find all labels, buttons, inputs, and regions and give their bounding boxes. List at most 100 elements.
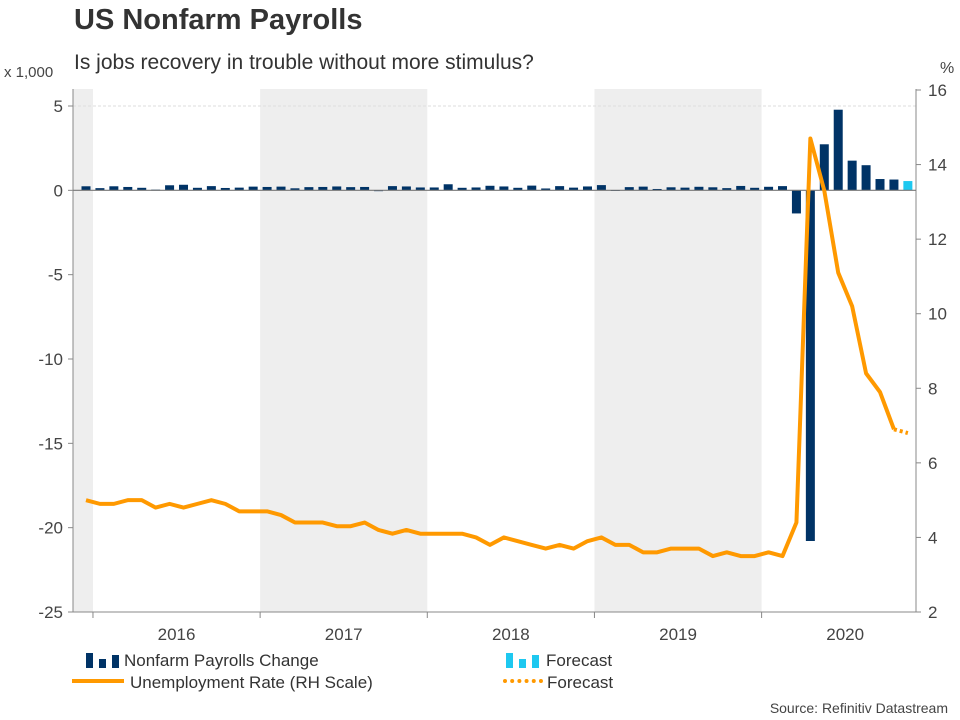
- legend-label: Nonfarm Payrolls Change: [124, 651, 319, 670]
- payroll-bar: [680, 187, 690, 191]
- payroll-bar: [652, 188, 662, 191]
- payroll-bar: [694, 186, 704, 191]
- payroll-bar: [137, 187, 147, 191]
- payroll-bar: [290, 188, 300, 191]
- chart-title: US Nonfarm Payrolls: [74, 4, 363, 36]
- forecast-bar: [903, 181, 913, 191]
- x-tick-label: 2019: [659, 625, 697, 644]
- payroll-bar: [220, 187, 230, 191]
- payroll-bar: [638, 186, 648, 191]
- shaded-band-2017: [260, 89, 428, 612]
- payroll-bar: [123, 186, 133, 191]
- payroll-bar: [346, 187, 356, 191]
- left-tick-label: -10: [38, 350, 63, 369]
- right-tick-label: 10: [928, 305, 947, 324]
- payroll-bar: [555, 186, 565, 191]
- shaded-band-2015: [73, 89, 93, 612]
- left-tick-label: -25: [38, 603, 63, 622]
- right-axis-unit: %: [940, 60, 955, 77]
- right-tick-label: 8: [928, 379, 937, 398]
- left-tick-label: -15: [38, 434, 63, 453]
- x-tick-label: 2018: [492, 625, 530, 644]
- left-tick-label: -5: [48, 266, 63, 285]
- payroll-bar: [764, 186, 774, 191]
- right-tick-label: 12: [928, 230, 947, 249]
- payroll-bar: [81, 186, 91, 191]
- left-tick-label: 5: [54, 97, 63, 116]
- line-legend-icon: [72, 679, 124, 683]
- right-tick-label: 14: [928, 156, 947, 175]
- legend-label: Unemployment Rate (RH Scale): [130, 673, 373, 692]
- payroll-bar: [485, 185, 495, 191]
- payroll-bar: [248, 186, 258, 191]
- payroll-bar: [847, 160, 857, 191]
- payroll-bar: [527, 185, 537, 191]
- legend-unemployment-forecast: Forecast: [503, 673, 613, 693]
- payroll-bar: [332, 186, 342, 191]
- shaded-band-2019: [594, 89, 762, 612]
- payroll-bar: [401, 186, 411, 191]
- left-axis-unit: x 1,000: [4, 64, 54, 81]
- payroll-bar: [819, 144, 829, 191]
- payroll-bar: [805, 190, 815, 541]
- payroll-bar: [736, 185, 746, 191]
- right-tick-label: 16: [928, 81, 947, 100]
- legend-payrolls-forecast: Forecast: [506, 651, 612, 671]
- right-tick-label: 2: [928, 603, 937, 622]
- payroll-bar: [666, 187, 676, 191]
- bar-legend-icon: [86, 652, 124, 668]
- payroll-bar: [415, 187, 425, 191]
- legend-label: Forecast: [547, 673, 614, 692]
- payroll-bar: [276, 186, 286, 191]
- payroll-bar: [457, 187, 467, 191]
- payroll-bar: [499, 186, 509, 191]
- payroll-bar: [596, 185, 606, 191]
- payroll-bar: [206, 186, 216, 191]
- payroll-bar: [722, 188, 732, 191]
- legend-label: Forecast: [546, 651, 613, 670]
- x-tick-label: 2017: [325, 625, 363, 644]
- payroll-bar: [360, 186, 370, 191]
- unemployment-forecast-line: [893, 427, 909, 435]
- left-tick-label: 0: [54, 181, 63, 200]
- source-note: Source: Refinitiv Datastream: [769, 700, 948, 716]
- payroll-bar: [861, 165, 871, 191]
- payroll-bar: [833, 109, 843, 191]
- payroll-bar: [234, 187, 244, 191]
- payroll-bar: [875, 179, 885, 191]
- x-tick-label: 2020: [826, 625, 864, 644]
- payroll-bar: [318, 186, 328, 191]
- payroll-bar: [778, 186, 787, 191]
- payroll-bar: [569, 187, 579, 191]
- payroll-bar: [443, 184, 453, 191]
- payroll-bar: [791, 190, 801, 214]
- payroll-bar: [471, 187, 481, 191]
- payroll-bar: [387, 186, 397, 191]
- payroll-bar: [109, 186, 119, 191]
- payroll-bar: [708, 187, 718, 191]
- payroll-bar: [541, 188, 551, 191]
- chart-subtitle: Is jobs recovery in trouble without more…: [74, 51, 534, 74]
- payroll-bar: [304, 187, 314, 191]
- payroll-bar: [750, 187, 760, 191]
- left-tick-label: -20: [38, 519, 63, 538]
- payroll-bar: [95, 188, 105, 191]
- right-tick-label: 4: [928, 528, 937, 547]
- payroll-bar: [513, 187, 523, 191]
- payroll-bar: [192, 187, 202, 191]
- payroll-bar: [624, 187, 634, 191]
- x-tick-label: 2016: [158, 625, 196, 644]
- payroll-bar: [582, 186, 592, 191]
- payroll-bar: [889, 179, 899, 191]
- payroll-bar: [429, 187, 439, 191]
- unemployment-line: [85, 136, 896, 559]
- payroll-bar: [179, 184, 189, 191]
- legend-unemployment: Unemployment Rate (RH Scale): [72, 673, 373, 693]
- right-tick-label: 6: [928, 454, 937, 473]
- dotted-line-legend-icon: [503, 679, 543, 683]
- payroll-bar: [262, 186, 272, 191]
- payroll-bar: [165, 185, 175, 191]
- legend-payrolls: Nonfarm Payrolls Change: [86, 651, 319, 671]
